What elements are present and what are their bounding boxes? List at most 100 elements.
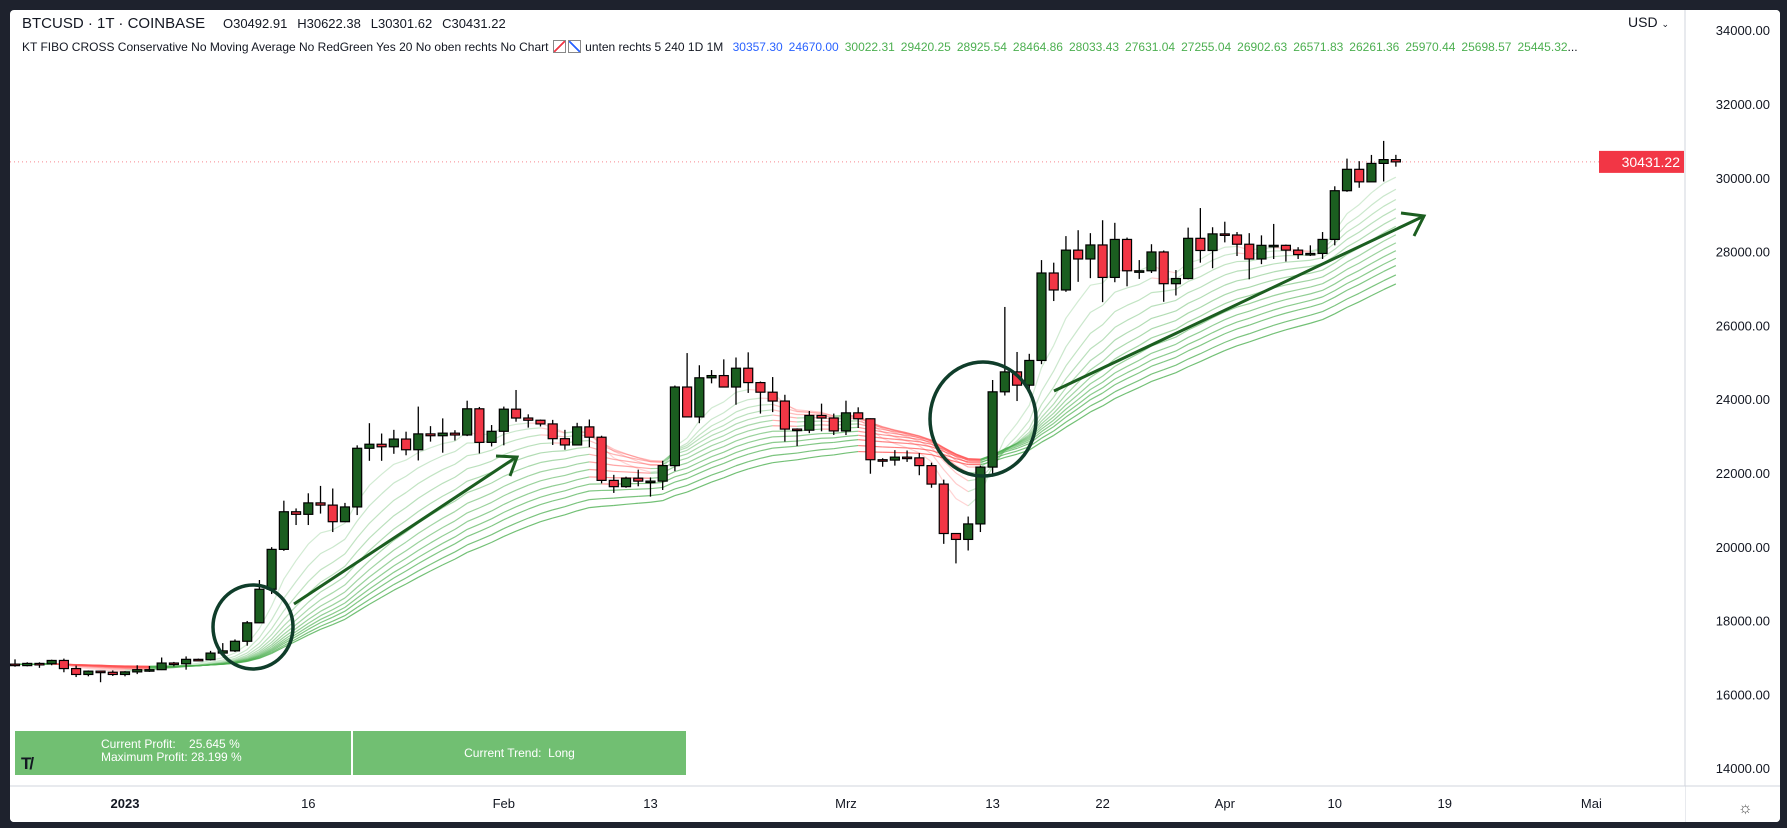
- candle-body: [425, 433, 436, 437]
- ema-segment: [882, 426, 896, 432]
- ema-segment: [381, 549, 395, 561]
- candle: [938, 479, 949, 544]
- ema-segment: [1371, 270, 1384, 279]
- ema-segment: [295, 631, 309, 640]
- ema-segment: [210, 659, 223, 663]
- ema-segment: [1040, 345, 1055, 368]
- ema-segment: [797, 409, 810, 412]
- ema-segment: [1114, 351, 1128, 360]
- ema-segment: [259, 652, 272, 659]
- ema-segment: [1322, 313, 1336, 321]
- candlestick-chart[interactable]: 14000.00 16000.00 18000.00 20000.00 22000.00…: [10, 10, 1780, 822]
- ema-segment: [1297, 314, 1311, 319]
- ema-segment: [515, 436, 529, 441]
- candle-body: [22, 662, 33, 667]
- ema-segment: [1175, 350, 1189, 358]
- ema-segment: [1322, 305, 1336, 313]
- ema-segment: [882, 437, 895, 440]
- ema-segment: [748, 427, 761, 432]
- ema-segment: [515, 445, 529, 451]
- ema-segment: [1358, 214, 1372, 225]
- candle-body: [743, 367, 754, 384]
- ema-segment: [1151, 314, 1164, 319]
- ema-segment: [1114, 319, 1128, 328]
- ema-segment: [1040, 370, 1055, 392]
- candle: [1073, 230, 1084, 282]
- ema-segment: [540, 517, 553, 523]
- ema-segment: [1187, 315, 1201, 323]
- symbol-title[interactable]: BTCUSD · 1T · COINBASE: [22, 15, 206, 32]
- ema-segment: [381, 528, 395, 540]
- ema-segment: [503, 530, 517, 538]
- indicator-legend[interactable]: KT FIBO CROSS Conservative No Moving Ave…: [22, 40, 1578, 54]
- ema-segment: [1138, 292, 1152, 301]
- ema-segment: [1383, 208, 1397, 217]
- ema-segment: [711, 457, 724, 463]
- ema-segment: [1371, 223, 1384, 233]
- ema-segment: [503, 430, 517, 435]
- candle: [584, 419, 595, 448]
- ema-segment: [1053, 404, 1067, 418]
- ema-segment: [1187, 331, 1201, 338]
- settings-icon[interactable]: ☼: [1738, 800, 1753, 817]
- candle: [1378, 140, 1389, 182]
- ema-segment: [1077, 360, 1091, 375]
- ema-segment: [393, 550, 407, 560]
- ema-segment: [943, 447, 957, 455]
- ema-segment: [1334, 253, 1348, 264]
- ohlc-open: O30492.91: [222, 16, 288, 31]
- ema-segment: [515, 484, 529, 491]
- ema-segment: [882, 428, 895, 433]
- ema-segment: [454, 535, 468, 545]
- price-axis-bg[interactable]: [1686, 10, 1780, 822]
- ema-segment: [1175, 302, 1189, 312]
- candle: [278, 500, 289, 551]
- indicator-name[interactable]: KT FIBO CROSS Conservative No Moving Ave…: [22, 40, 549, 54]
- time-axis[interactable]: 2023 16 Feb 13 Mrz 13 22 Apr 10 19 Mai 30431.22: [10, 150, 1780, 822]
- ema-segment: [1016, 428, 1030, 442]
- ema-segment: [1016, 437, 1030, 445]
- candle-body: [1268, 244, 1279, 248]
- ema-segment: [1065, 363, 1079, 380]
- tradingview-logo[interactable]: T/: [21, 754, 34, 773]
- ema-segment: [894, 435, 908, 439]
- ema-segment: [1065, 419, 1079, 428]
- indicator-value: 26571.83: [1293, 40, 1344, 54]
- ema-segment: [1334, 246, 1348, 257]
- ema-segment: [1163, 350, 1177, 357]
- ema-segment: [882, 427, 895, 431]
- candle: [779, 394, 790, 442]
- candle: [327, 488, 338, 533]
- candle-body: [1378, 159, 1389, 165]
- ema-segment: [577, 468, 590, 473]
- ema-segment: [1065, 398, 1079, 410]
- ema-segment: [1273, 291, 1287, 297]
- ema-segment: [381, 515, 395, 528]
- ema-segment: [1358, 231, 1372, 241]
- ema-segment: [894, 429, 908, 434]
- ema-segment: [1151, 361, 1164, 367]
- ema-segment: [344, 611, 358, 620]
- candle-body: [1390, 159, 1401, 163]
- price-axis[interactable]: 14000.00 16000.00 18000.00 20000.00 22000.00…: [10, 10, 1780, 822]
- ema-segment: [907, 442, 920, 446]
- candle: [181, 656, 192, 670]
- ema-segment: [1261, 302, 1274, 308]
- ema-segment: [1126, 283, 1140, 289]
- ema-segment: [417, 563, 431, 572]
- ema-segment: [1151, 333, 1164, 339]
- ema-segment: [1041, 422, 1055, 433]
- ema-segment: [1102, 398, 1116, 407]
- chart-panel[interactable]: 14000.00 16000.00 18000.00 20000.00 22000.00…: [10, 10, 1780, 822]
- candle-body: [119, 671, 131, 676]
- indicator-params: unten rechts 5 240 1D 1M: [585, 40, 724, 54]
- ema-segment: [1187, 323, 1201, 331]
- ema-segment: [1090, 304, 1103, 313]
- ema-segment: [1212, 284, 1226, 292]
- ema-segment: [1175, 312, 1189, 322]
- candle: [840, 400, 852, 435]
- candle-body: [168, 662, 179, 666]
- ema-segment: [1102, 384, 1116, 394]
- time-axis-bg[interactable]: [10, 786, 1685, 822]
- currency-dropdown[interactable]: USD ⌄: [1628, 14, 1669, 30]
